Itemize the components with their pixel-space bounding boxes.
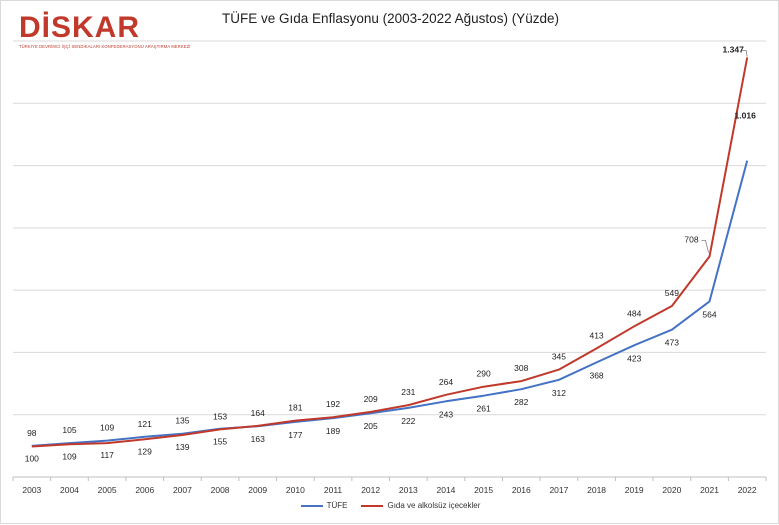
logo-text: DİSKAR: [19, 11, 141, 44]
diskar-logo: DİSKAR TÜRKİYE DEVRİMCİ İŞÇİ SENDİKALARI…: [19, 11, 191, 53]
legend: TÜFE Gıda ve alkolsüz içecekler: [1, 501, 779, 510]
x-tick-label: 2014: [437, 485, 456, 495]
data-label-tufe: 282: [514, 397, 528, 407]
data-label-gida: 121: [138, 419, 152, 429]
data-label-tufe: 222: [401, 416, 415, 426]
legend-label-tufe: TÜFE: [326, 501, 348, 510]
data-label-gida: 290: [477, 369, 491, 379]
data-label-tufe: 261: [477, 404, 491, 414]
x-tick-label: 2011: [324, 485, 343, 495]
legend-swatch-gida: [361, 504, 384, 507]
x-tick-label: 2017: [549, 485, 568, 495]
x-tick-label: 2015: [474, 485, 493, 495]
x-tick-label: 2021: [700, 485, 719, 495]
data-label-tufe: 189: [326, 426, 340, 436]
x-tick-label: 2013: [399, 485, 418, 495]
gridlines: [13, 40, 766, 478]
x-tick-label: 2010: [286, 485, 305, 495]
data-label-gida: 192: [326, 399, 340, 409]
data-label-gida: 109: [100, 423, 114, 433]
data-label-tufe: 564: [702, 309, 716, 319]
data-label-tufe: 368: [589, 370, 603, 380]
data-label-tufe: 312: [552, 388, 566, 398]
data-label-tufe: 423: [627, 353, 641, 363]
chart-title: TÜFE ve Gıda Enflasyonu (2003-2022 Ağust…: [222, 11, 559, 26]
x-tick-label: 2019: [625, 485, 644, 495]
data-label-gida: 181: [288, 403, 302, 413]
data-label-tufe: 100: [25, 453, 39, 463]
x-tick-label: 2006: [135, 485, 154, 495]
legend-item-gida: Gıda ve alkolsüz içecekler: [361, 501, 480, 510]
data-label-gida: 98: [27, 428, 37, 438]
legend-swatch-tufe: [300, 504, 323, 507]
data-label-tufe: 155: [213, 437, 227, 447]
x-tick-label: 2005: [98, 485, 117, 495]
data-label-gida: 708: [684, 235, 698, 245]
x-tick-label: 2004: [60, 485, 79, 495]
data-label-gida: 105: [62, 425, 76, 435]
x-axis: 2003 2004 2005 2006 2007 2008 2009 2010 2011 2012…: [12, 477, 767, 495]
x-tick-label: 2008: [211, 485, 230, 495]
series-line-gida: [31, 57, 749, 448]
legend-item-tufe: TÜFE: [300, 501, 348, 510]
data-labels: 100 98 109 105 117 109 129 121 139 135 155 153 163 16…: [25, 45, 756, 464]
leader-line: [701, 240, 709, 253]
series-line-tufe: [31, 160, 749, 447]
data-label-gida: 264: [439, 377, 453, 387]
data-label-gida: 345: [552, 352, 566, 362]
x-tick-label: 2003: [22, 485, 41, 495]
data-label-tufe: 1.016: [735, 111, 757, 121]
data-label-gida: 135: [175, 416, 189, 426]
data-label-gida: 484: [627, 308, 641, 318]
data-label-tufe: 473: [665, 338, 679, 348]
x-tick-label: 2009: [248, 485, 267, 495]
data-label-tufe: 139: [175, 442, 189, 452]
logo-subtitle: TÜRKİYE DEVRİMCİ İŞÇİ SENDİKALARI KONFED…: [19, 44, 191, 49]
x-tick-label: 2020: [662, 485, 681, 495]
data-label-tufe: 129: [138, 446, 152, 456]
x-tick-label: 2012: [361, 485, 380, 495]
data-label-tufe: 243: [439, 409, 453, 419]
series-lines: [31, 57, 749, 448]
data-label-tufe: 109: [62, 451, 76, 461]
leader-line: [742, 50, 748, 57]
data-label-gida: 308: [514, 363, 528, 373]
x-tick-label: 2007: [173, 485, 192, 495]
data-label-gida: 209: [364, 394, 378, 404]
data-label-gida: 413: [589, 330, 603, 340]
data-label-gida: 153: [213, 411, 227, 421]
x-tick-label: 2022: [738, 485, 757, 495]
data-label-tufe: 163: [251, 434, 265, 444]
data-label-gida: 549: [665, 288, 679, 298]
data-label-gida: 231: [401, 387, 415, 397]
x-tick-label: 2016: [512, 485, 531, 495]
data-label-gida: 1.347: [723, 45, 745, 55]
data-label-tufe: 177: [288, 430, 302, 440]
x-tick-label: 2018: [587, 485, 606, 495]
legend-label-gida: Gıda ve alkolsüz içecekler: [387, 501, 481, 510]
data-label-tufe: 117: [100, 450, 114, 460]
data-label-tufe: 205: [364, 421, 378, 431]
data-label-gida: 164: [251, 408, 265, 418]
